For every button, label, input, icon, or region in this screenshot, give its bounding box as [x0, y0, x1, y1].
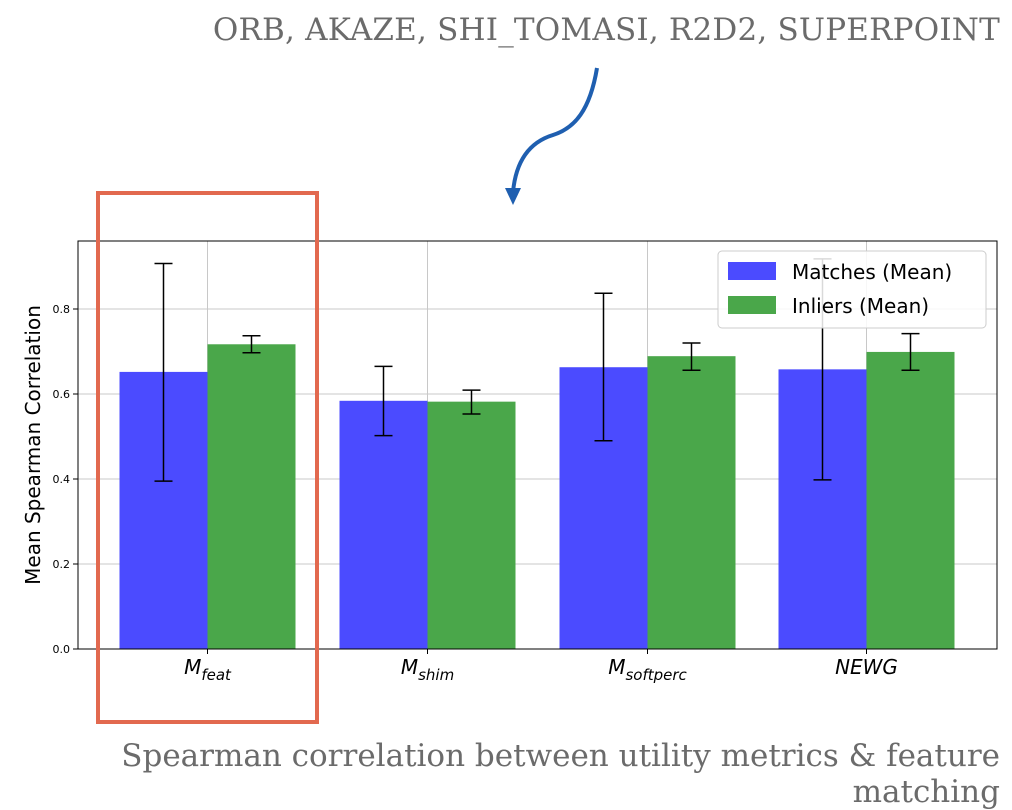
bar-matches — [339, 400, 428, 649]
top-caption: ORB, AKAZE, SHI_TOMASI, R2D2, SUPERPOINT — [212, 12, 1000, 48]
y-tick-label: 0.2 — [53, 558, 71, 571]
y-tick-label: 0.8 — [53, 303, 71, 316]
bar-inliers — [207, 344, 296, 649]
legend-label-inliers: Inliers (Mean) — [792, 294, 929, 318]
x-tick-label: NEWG — [835, 655, 898, 679]
legend-swatch-matches — [728, 262, 776, 280]
arrow-head-icon — [505, 188, 521, 205]
x-tick-label: Mshim — [401, 655, 454, 684]
legend-label-matches: Matches (Mean) — [792, 260, 952, 284]
x-tick-label: Msoftperc — [608, 655, 687, 684]
bars — [119, 344, 955, 649]
x-ticks: Mfeat Mshim Msoftperc NEWG — [184, 649, 898, 684]
highlight-box — [96, 191, 319, 724]
y-tick-label: 0.6 — [53, 388, 71, 401]
legend-swatch-inliers — [728, 296, 776, 314]
legend-box — [717, 250, 987, 329]
x-tick-label: Mfeat — [184, 655, 232, 684]
legend: Matches (Mean) Inliers (Mean) — [717, 250, 987, 329]
curved-arrow — [511, 67, 599, 193]
y-ticks: 0.0 0.2 0.4 0.6 0.8 — [53, 303, 78, 656]
plot-frame — [77, 240, 998, 650]
y-tick-label: 0.0 — [53, 643, 71, 656]
y-tick-label: 0.4 — [53, 473, 71, 486]
bottom-caption: Spearman correlation between utility met… — [121, 738, 1000, 810]
bar-inliers — [427, 401, 516, 649]
y-axis-label: Mean Spearman Correlation — [21, 305, 45, 585]
bar-inliers — [647, 356, 736, 649]
bar-inliers — [866, 351, 955, 649]
